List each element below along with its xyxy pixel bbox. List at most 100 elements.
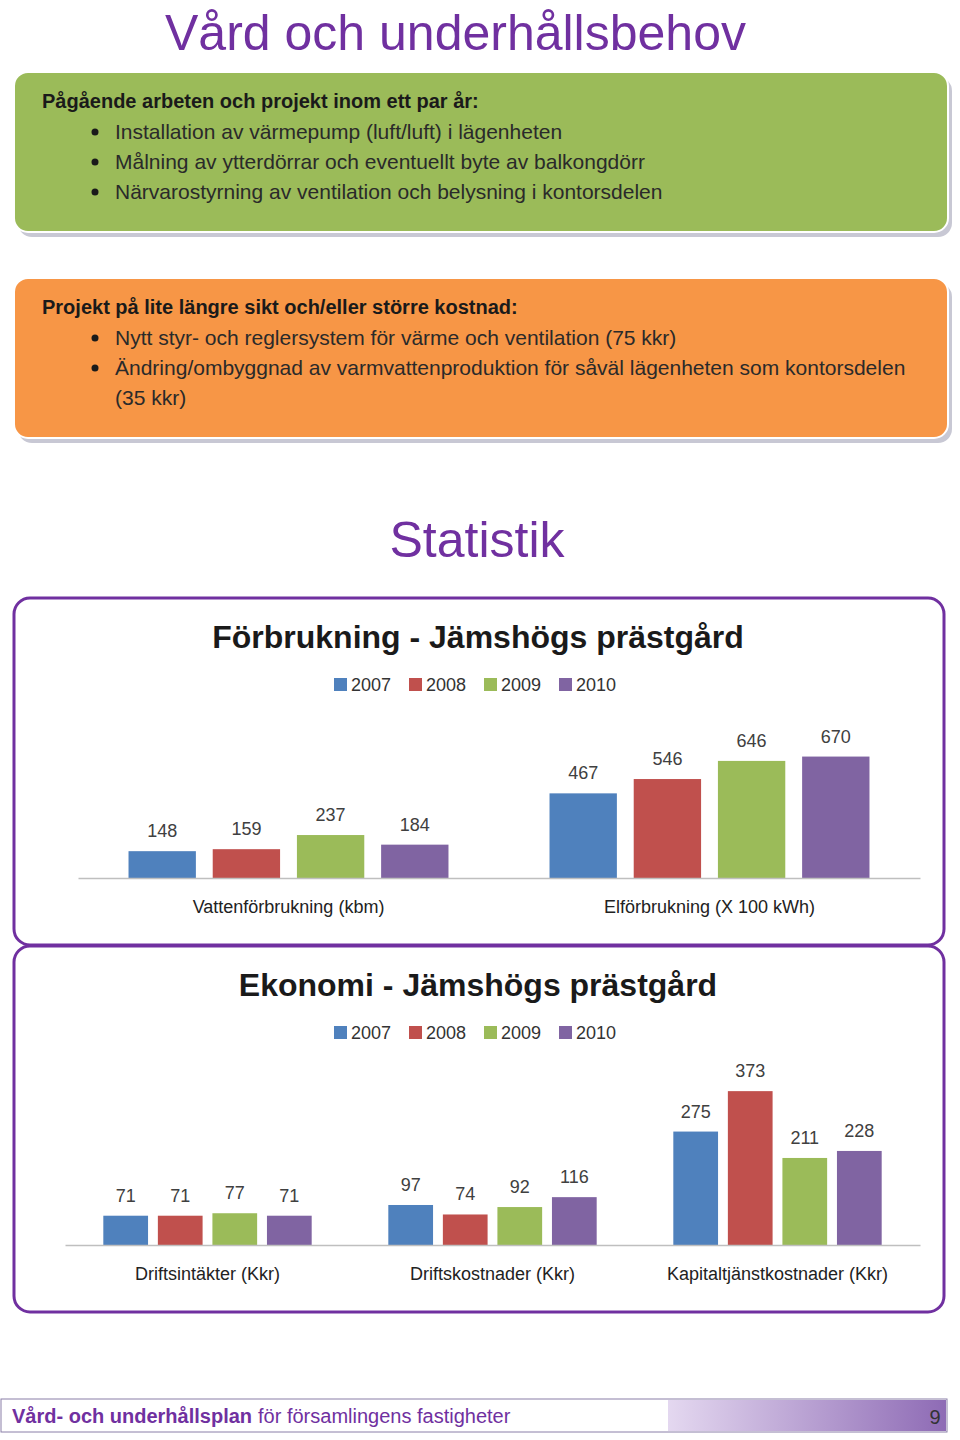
data-label: 228 bbox=[844, 1121, 874, 1141]
text-line: (35 kkr) bbox=[115, 386, 186, 409]
x-tick: Driftsintäkter (Kkr) bbox=[135, 1264, 280, 1284]
bar bbox=[158, 1216, 203, 1245]
page-title: Vård och underhållsbehov bbox=[165, 5, 746, 61]
bullet bbox=[92, 365, 99, 372]
legend-label: 2007 bbox=[351, 1023, 391, 1043]
page: Vård och underhållsbehov Pågående arbeten… bbox=[0, 0, 960, 1440]
bar bbox=[388, 1205, 433, 1245]
bar bbox=[837, 1151, 882, 1245]
data-label: 77 bbox=[225, 1183, 245, 1203]
legend-label: 2007 bbox=[351, 675, 391, 695]
data-label: 148 bbox=[147, 821, 177, 841]
bars bbox=[129, 757, 870, 878]
x-axis: Vattenförbrukning (kbm) Elförbrukning (X … bbox=[79, 879, 921, 917]
x-tick: Elförbrukning (X 100 kWh) bbox=[604, 897, 815, 917]
data-label: 646 bbox=[737, 731, 767, 751]
chart-title: Ekonomi - Jämshögs prästgård bbox=[239, 967, 717, 1003]
bar bbox=[552, 1197, 597, 1245]
legend-swatch bbox=[409, 678, 422, 691]
data-label: 97 bbox=[401, 1175, 421, 1195]
x-tick-label: Driftskostnader (Kkr) bbox=[410, 1264, 575, 1284]
legend-swatch bbox=[484, 1026, 497, 1039]
x-tick-label: Kapitaltjänstkostnader (Kkr) bbox=[667, 1264, 888, 1284]
x-axis-line bbox=[79, 878, 921, 880]
legend-swatch bbox=[559, 678, 572, 691]
chart: Ekonomi - Jämshögs prästgård200720082009… bbox=[14, 946, 944, 1312]
data-label: 275 bbox=[681, 1102, 711, 1122]
data-label: 71 bbox=[170, 1186, 190, 1206]
bullet bbox=[92, 335, 99, 342]
bar bbox=[728, 1091, 773, 1245]
legend-swatch bbox=[334, 678, 347, 691]
bar bbox=[267, 1216, 312, 1245]
text-line: Ändring/ombyggnad av varmvattenproduktio… bbox=[115, 356, 905, 379]
data-label: 546 bbox=[652, 749, 682, 769]
data-label: 373 bbox=[735, 1061, 765, 1081]
bullet bbox=[92, 189, 99, 196]
chart: Förbrukning - Jämshögs prästgård 2007 2008… bbox=[14, 598, 944, 945]
text-line: Närvarostyrning av ventilation och belys… bbox=[115, 180, 662, 203]
data-label: 237 bbox=[316, 805, 346, 825]
bar bbox=[297, 835, 364, 878]
box-background bbox=[14, 72, 948, 232]
legend-label: 2010 bbox=[576, 675, 616, 695]
box-item: Installation av värmepump (luft/luft) i … bbox=[115, 120, 562, 143]
text-line: Målning av ytterdörrar och eventuellt by… bbox=[115, 150, 645, 173]
chart-panel bbox=[14, 946, 944, 1312]
chart-panel bbox=[14, 598, 944, 945]
x-tick: Kapitaltjänstkostnader (Kkr) bbox=[667, 1264, 888, 1284]
legend-label: 2010 bbox=[576, 1023, 616, 1043]
box-heading: Projekt på lite längre sikt och/eller st… bbox=[42, 296, 518, 318]
x-tick-label: Elförbrukning (X 100 kWh) bbox=[604, 897, 815, 917]
bar bbox=[673, 1132, 718, 1245]
x-tick: Vattenförbrukning (kbm) bbox=[193, 897, 385, 917]
current-work-box: Pågående arbeten och projekt inom ett pa… bbox=[14, 72, 952, 237]
bullet bbox=[92, 159, 99, 166]
bar bbox=[129, 851, 196, 878]
data-label: 71 bbox=[279, 1186, 299, 1206]
legend-swatch bbox=[334, 1026, 347, 1039]
data-label: 211 bbox=[790, 1128, 819, 1148]
bullet bbox=[92, 129, 99, 136]
legend: 2007200820092010 bbox=[334, 675, 616, 695]
bar bbox=[443, 1214, 488, 1245]
data-label: 467 bbox=[568, 763, 598, 783]
footer-rest: för församlingens fastigheter bbox=[258, 1405, 511, 1427]
legend-label: 2008 bbox=[426, 675, 466, 695]
legend-label: 2008 bbox=[426, 1023, 466, 1043]
long-term-box: Projekt på lite längre sikt och/eller st… bbox=[14, 278, 952, 443]
box-item: Närvarostyrning av ventilation och belys… bbox=[115, 180, 662, 203]
x-tick: Driftskostnader (Kkr) bbox=[410, 1264, 575, 1284]
legend-swatch bbox=[409, 1026, 422, 1039]
bar bbox=[213, 849, 280, 878]
data-labels: 71972757174373779221171116228 bbox=[116, 1061, 875, 1206]
data-label: 74 bbox=[455, 1184, 475, 1204]
box-item: Nytt styr- och reglersystem för värme oc… bbox=[115, 326, 676, 349]
data-labels: 148467159546237646184670 bbox=[147, 727, 851, 842]
section-title: Statistik bbox=[389, 512, 565, 568]
box-background bbox=[14, 278, 948, 438]
x-axis: Driftsintäkter (Kkr) Driftskostnader (Kkr… bbox=[66, 1246, 921, 1284]
data-label: 184 bbox=[400, 815, 430, 835]
bar bbox=[782, 1158, 827, 1245]
footer: Vård- och underhållsplanför församlingen… bbox=[1, 1399, 947, 1432]
footer-page-box bbox=[668, 1400, 946, 1431]
data-label: 71 bbox=[116, 1186, 136, 1206]
bar bbox=[550, 793, 617, 878]
legend: 2007200820092010 bbox=[334, 1023, 616, 1043]
box-heading: Pågående arbeten och projekt inom ett pa… bbox=[42, 90, 479, 112]
bar bbox=[497, 1207, 542, 1245]
data-label: 159 bbox=[231, 819, 261, 839]
bar bbox=[634, 779, 701, 878]
page-number: 9 bbox=[929, 1406, 940, 1428]
bar bbox=[212, 1213, 257, 1245]
chart-title: Förbrukning - Jämshögs prästgård bbox=[212, 619, 744, 655]
box-item: Ändring/ombyggnad av varmvattenproduktio… bbox=[115, 356, 905, 409]
text-line: Nytt styr- och reglersystem för värme oc… bbox=[115, 326, 676, 349]
x-axis-line bbox=[66, 1245, 921, 1247]
bars bbox=[103, 1091, 881, 1245]
bar bbox=[381, 845, 448, 878]
footer-text: Vård- och underhållsplanför församlingen… bbox=[12, 1405, 511, 1427]
data-label: 92 bbox=[510, 1177, 530, 1197]
footer-frame bbox=[1, 1399, 947, 1432]
